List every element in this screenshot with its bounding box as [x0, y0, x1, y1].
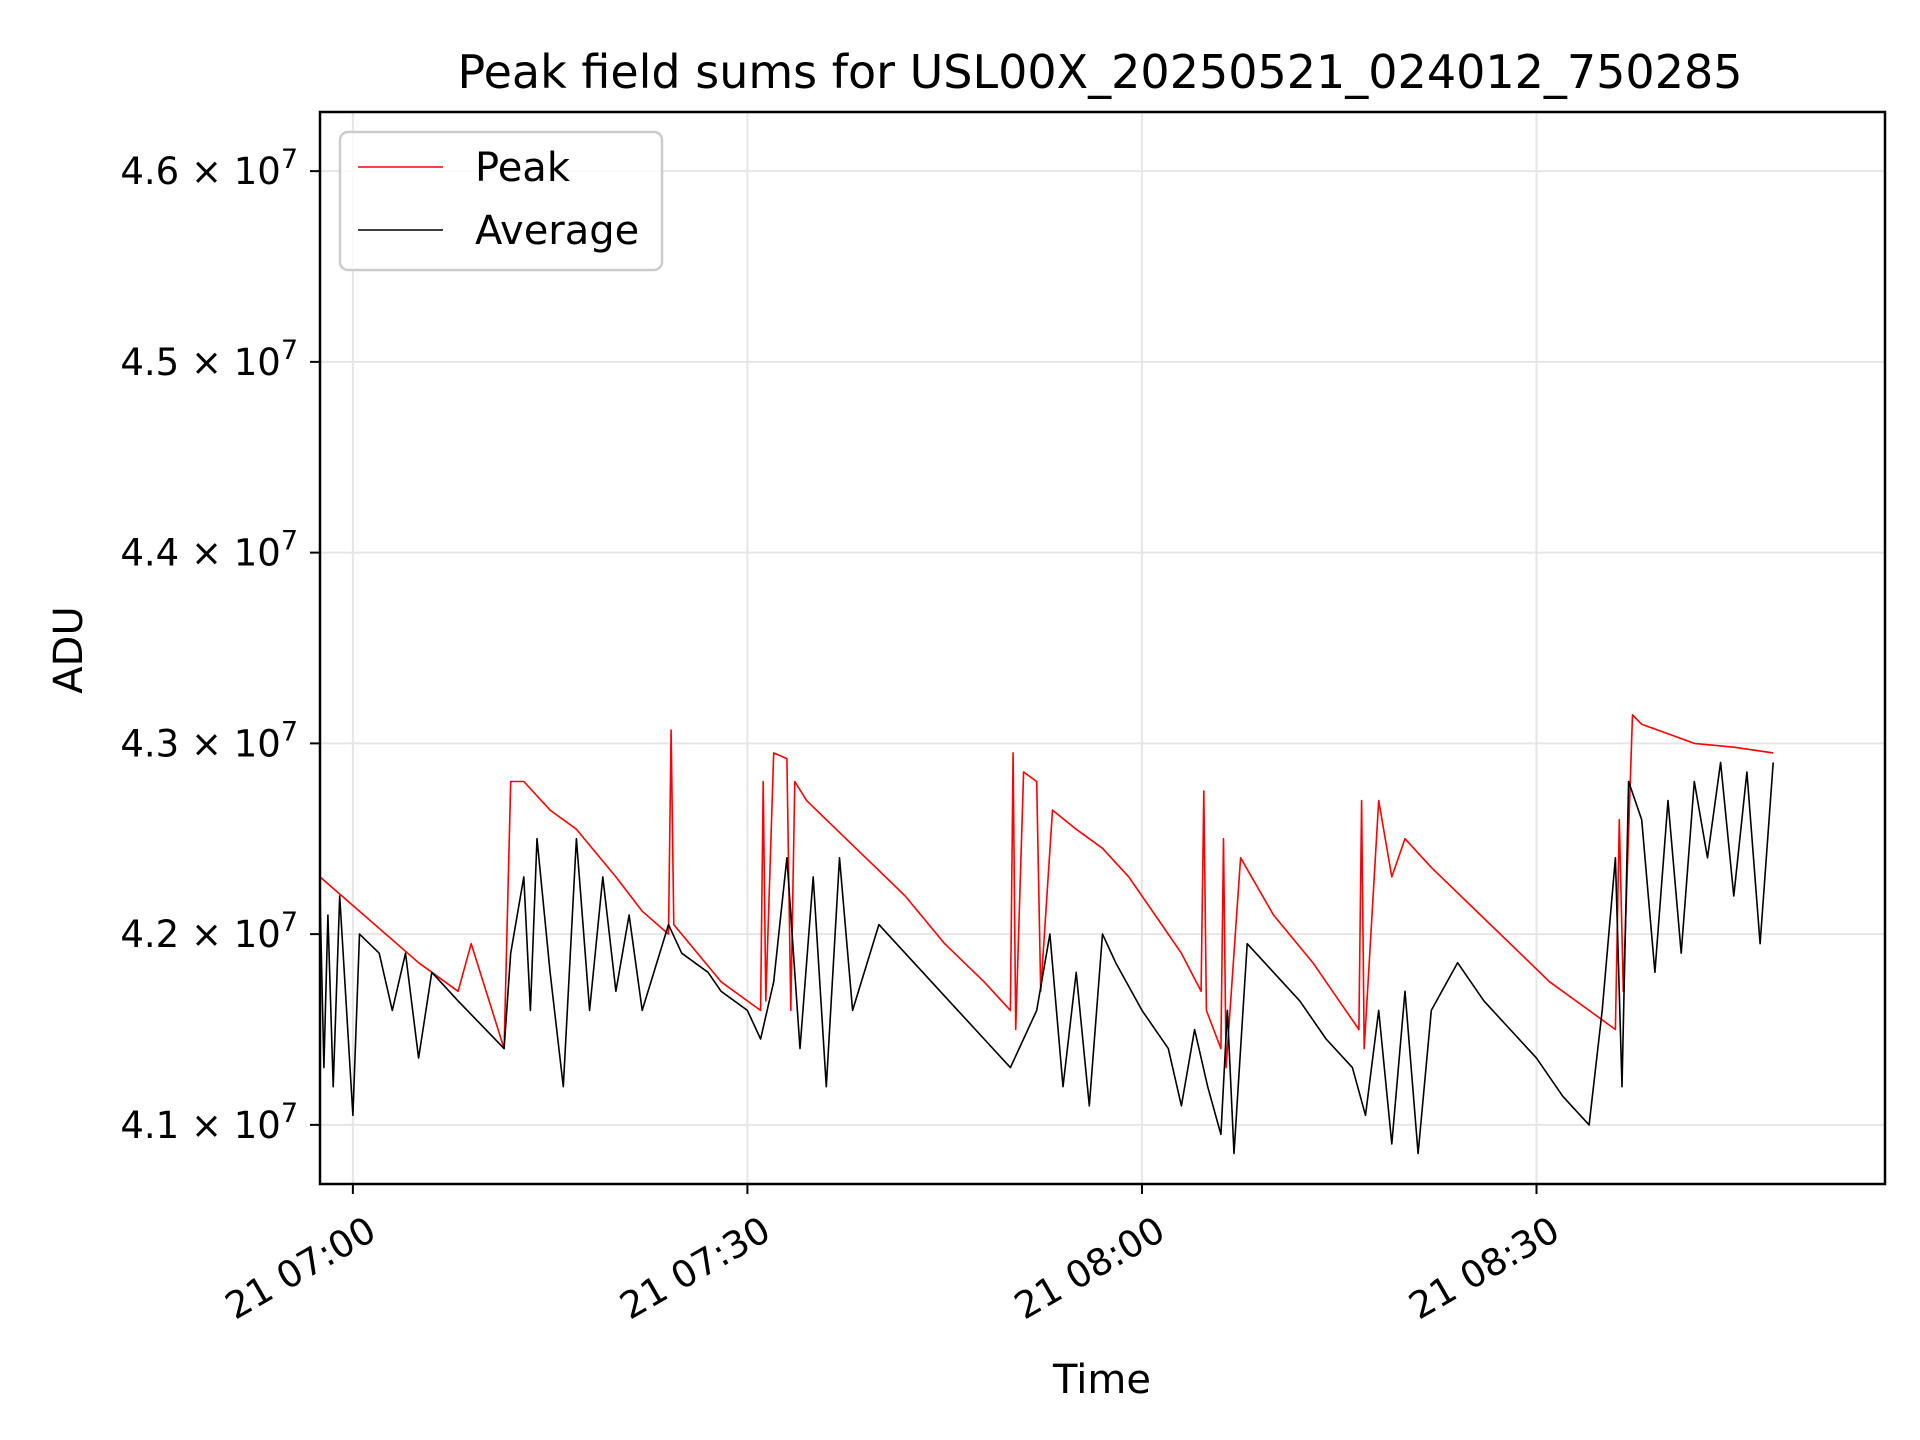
series-line-peak [319, 713, 1774, 1069]
y-tick-label: 4.6 × 107 [120, 144, 298, 193]
y-tick-label: 4.4 × 107 [120, 526, 298, 575]
y-axis-ticks: 4.1 × 107 4.2 × 107 4.3 × 107 4.4 × 107 4.5 … [120, 144, 320, 1147]
plot-series [319, 713, 1774, 1155]
chart-title: Peak field sums for USL00X_20250521_0240… [458, 45, 1743, 99]
y-tick-label: 4.2 × 107 [120, 907, 298, 956]
legend: Peak Average [338, 130, 664, 272]
series-line-average [319, 761, 1774, 1155]
legend-label-peak: Peak [475, 145, 571, 191]
plot-frame [318, 110, 1887, 1186]
x-axis-label: Time [1052, 1357, 1151, 1403]
y-tick-label: 4.5 × 107 [120, 335, 298, 384]
y-tick-label: 4.3 × 107 [120, 716, 298, 765]
y-tick-label: 4.1 × 107 [120, 1098, 298, 1147]
legend-label-average: Average [475, 208, 639, 254]
y-axis-label: ADU [46, 606, 92, 693]
